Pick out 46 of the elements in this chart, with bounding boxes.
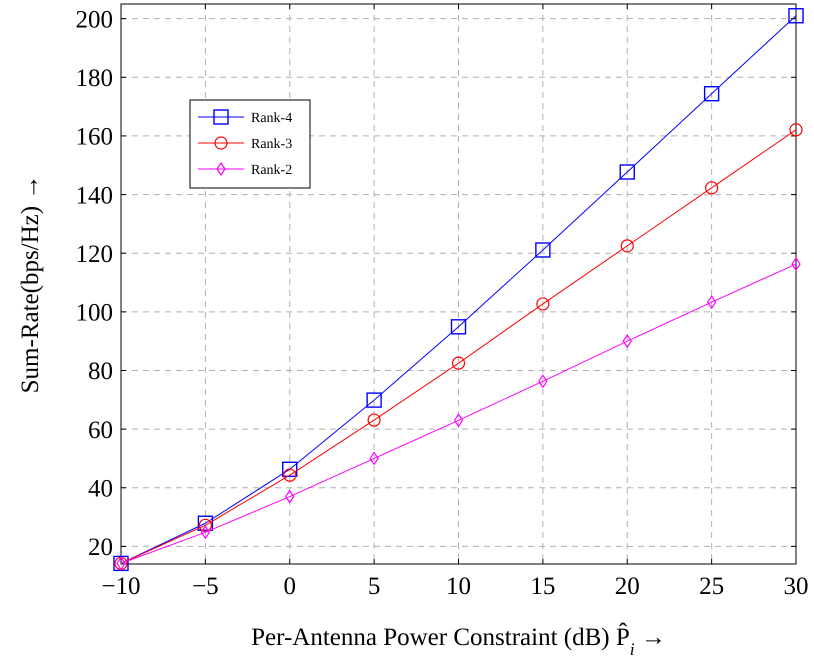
- y-axis-title: Sum-Rate(bps/Hz) →: [17, 174, 44, 394]
- point: [452, 356, 466, 370]
- point: [704, 86, 720, 102]
- point: [622, 334, 632, 348]
- point: [791, 257, 801, 271]
- y-tick-label: 180: [76, 65, 113, 92]
- legend-label: Rank-2: [251, 162, 292, 178]
- legend-label: Rank-4: [251, 110, 292, 126]
- y-tick-label: 120: [76, 240, 113, 268]
- x-tick-label: −5: [192, 573, 219, 600]
- point: [450, 319, 466, 335]
- point: [538, 374, 548, 388]
- point: [620, 239, 634, 252]
- y-tick-label: 60: [88, 416, 113, 444]
- point: [707, 296, 716, 309]
- point: [198, 516, 214, 531]
- y-tick-label: 140: [76, 182, 113, 210]
- x-tick-label: 30: [784, 573, 808, 600]
- y-tick-label: 200: [76, 6, 113, 34]
- point: [536, 297, 550, 311]
- y-tick-label: 40: [88, 476, 113, 503]
- y-tick-label: 100: [76, 300, 113, 327]
- x-axis-title: Per-Antenna Power Constraint (dB) P̂$_{i}$ →: [251, 622, 666, 657]
- y-tick-label: 80: [88, 358, 113, 386]
- point: [366, 392, 382, 408]
- x-tick-label: 0: [284, 573, 296, 600]
- y-tick-label: 20: [88, 534, 113, 562]
- point: [282, 462, 298, 477]
- x-tick-label: −10: [101, 573, 141, 600]
- point: [200, 526, 210, 539]
- x-tick-label: 15: [530, 573, 556, 600]
- point: [788, 8, 804, 24]
- legend-label: Rank-3: [251, 136, 292, 152]
- point: [705, 181, 718, 194]
- x-tick-label: 5: [368, 573, 380, 600]
- y-tick-label: 160: [76, 124, 113, 151]
- point: [454, 414, 464, 427]
- x-tick-label: 25: [699, 573, 724, 600]
- point: [535, 242, 551, 258]
- point: [283, 468, 296, 482]
- x-tick-label: 10: [446, 573, 471, 600]
- point: [789, 123, 803, 136]
- x-tick-label: 20: [614, 573, 640, 600]
- point: [198, 518, 212, 532]
- point: [620, 164, 635, 180]
- point: [368, 413, 381, 427]
